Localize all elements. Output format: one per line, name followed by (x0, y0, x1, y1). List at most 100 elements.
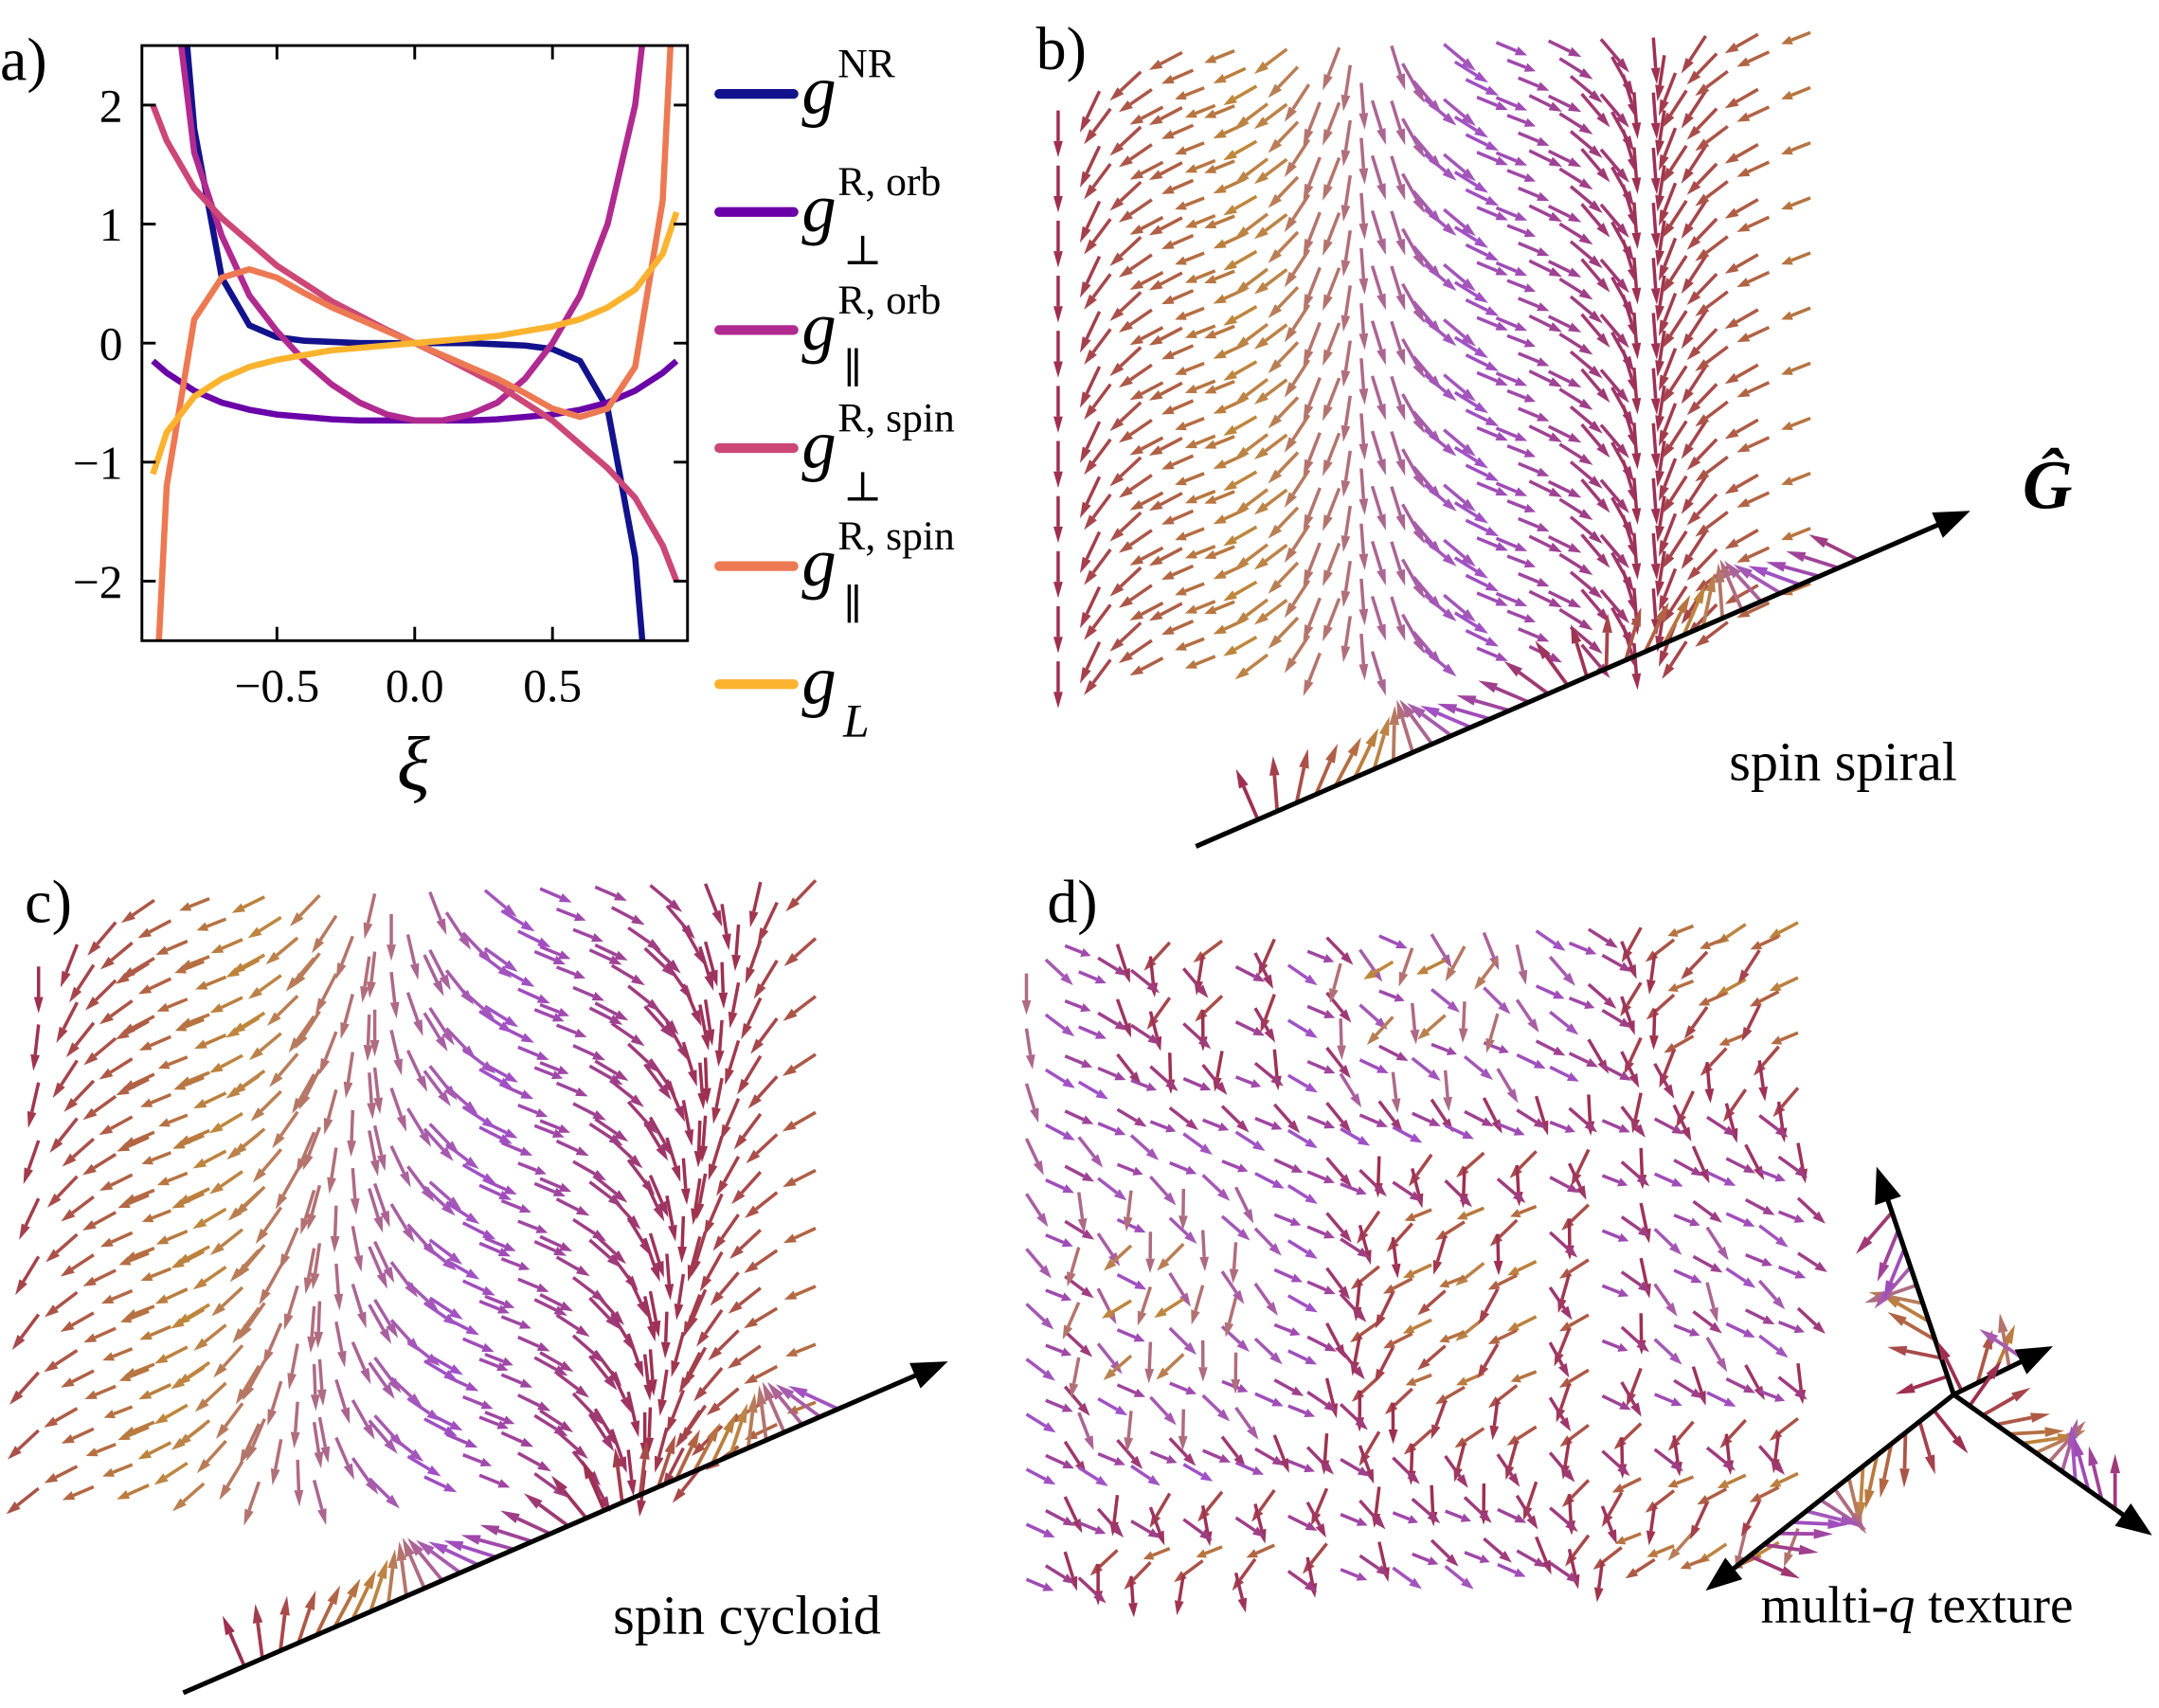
arrow-head (327, 1585, 341, 1606)
arrow-head (1514, 432, 1528, 441)
arrow-head (1204, 385, 1217, 394)
arrow-shaft (1372, 734, 1386, 770)
arrow-head (1268, 193, 1283, 208)
arrow-shaft (228, 1632, 246, 1667)
arrow-shaft (203, 1266, 227, 1284)
arrow-shaft (1599, 258, 1621, 283)
legend-sub: L (842, 695, 870, 747)
arrow-shaft (1632, 423, 1639, 454)
arrow-head (1645, 1501, 1659, 1513)
arrow-shaft (1307, 156, 1322, 187)
arrow-shaft (1172, 289, 1195, 301)
arrow-shaft (1314, 761, 1332, 796)
arrow-head (1161, 625, 1175, 636)
arrow-head (683, 1321, 693, 1339)
arrow-shaft (1168, 1271, 1185, 1296)
arrow-head (591, 1289, 606, 1303)
arrow-shaft (1528, 94, 1552, 108)
arrow-shaft (148, 1441, 172, 1455)
arrow-shaft (1476, 646, 1499, 658)
arrow-head (1772, 1296, 1786, 1310)
arrow-shaft (1495, 151, 1518, 163)
arrow-shaft (1353, 744, 1373, 779)
arrow-head (1253, 612, 1268, 625)
arrow-shaft (1796, 1196, 1817, 1216)
arrow-head (1420, 705, 1440, 718)
legend-sup: R, spin (837, 513, 955, 559)
arrow-shaft (1234, 1406, 1252, 1429)
arrow-head (1095, 1475, 1108, 1486)
arrow-shaft (445, 1200, 469, 1218)
arrow-shaft (689, 1346, 708, 1375)
arrow-shaft (1423, 648, 1447, 669)
arrow-shaft (1599, 588, 1621, 613)
arrow-shaft (1567, 1493, 1573, 1521)
arrow-head (102, 1467, 115, 1477)
arrow-head (666, 959, 681, 974)
arrow-head (302, 1153, 314, 1171)
arrow-head (592, 1110, 606, 1121)
arrow-head (481, 1061, 496, 1074)
arrow-head (1133, 1333, 1145, 1342)
arrow-shaft (1747, 215, 1771, 229)
arrow-head (465, 1213, 480, 1225)
arrow-shaft (1495, 206, 1518, 218)
arrow-shaft (1453, 445, 1478, 463)
arrow-shaft (298, 893, 321, 917)
arrow-head (1303, 679, 1314, 696)
arrow-shaft (1184, 417, 1205, 428)
arrow-shaft (389, 1145, 406, 1174)
arrow-head (285, 977, 299, 992)
arrow-head (1114, 1405, 1128, 1416)
arrow-head (1118, 651, 1133, 663)
arrow-head (1619, 1017, 1632, 1029)
arrow-shaft (1497, 1507, 1518, 1520)
arrow-shaft (423, 1070, 443, 1095)
arrow-shaft (1696, 548, 1718, 571)
arrow-shaft (1476, 261, 1499, 273)
arrow-head (1461, 443, 1476, 458)
arrow-head (1340, 369, 1351, 387)
arrow-head (227, 1207, 243, 1221)
arrow-shaft (1286, 1570, 1308, 1587)
arrow-shaft (1340, 1513, 1359, 1523)
arrow-head (697, 1092, 708, 1110)
arrow-head (1304, 974, 1318, 986)
arrow-head (1560, 1305, 1573, 1321)
arrow-shaft (1696, 328, 1718, 351)
arrow-head (292, 1097, 304, 1114)
arrow-head (1498, 1001, 1511, 1015)
arrow-head (704, 974, 714, 992)
arrow-head (1284, 216, 1297, 233)
arrow-shaft (555, 1313, 580, 1331)
arrow-shaft (1129, 198, 1153, 216)
arrow-shaft (72, 1427, 95, 1441)
arrow-shaft (148, 919, 172, 934)
arrow-head (1769, 1478, 1782, 1487)
arrow-head (463, 1101, 478, 1115)
arrow-head (225, 1026, 241, 1038)
arrow-shaft (1025, 1193, 1042, 1216)
arrow-shaft (588, 1355, 609, 1380)
arrow-head (637, 1500, 646, 1518)
arrow-shaft (1412, 1429, 1433, 1447)
arrow-head (1548, 101, 1562, 112)
arrow-shaft (1129, 968, 1151, 987)
arrow-shaft (1518, 516, 1539, 529)
arrow-head (1588, 585, 1603, 600)
arrow-shaft (1359, 413, 1366, 444)
arrow-head (1537, 633, 1550, 642)
arrow-shaft (1747, 436, 1771, 449)
arrow-head (559, 1242, 573, 1252)
arrow-shaft (290, 1343, 299, 1375)
arrow-head (409, 962, 420, 980)
axis-head (1932, 511, 1970, 538)
arrow-shaft (1253, 1061, 1275, 1080)
arrow-head (1695, 303, 1710, 316)
arrow-shaft (182, 1192, 205, 1205)
arrow-shaft (1601, 1339, 1620, 1349)
arrow-shaft (1097, 1177, 1118, 1195)
arrow-shaft (484, 1352, 505, 1363)
arrow-shaft (1370, 375, 1383, 405)
arrow-shaft (1220, 1324, 1242, 1344)
